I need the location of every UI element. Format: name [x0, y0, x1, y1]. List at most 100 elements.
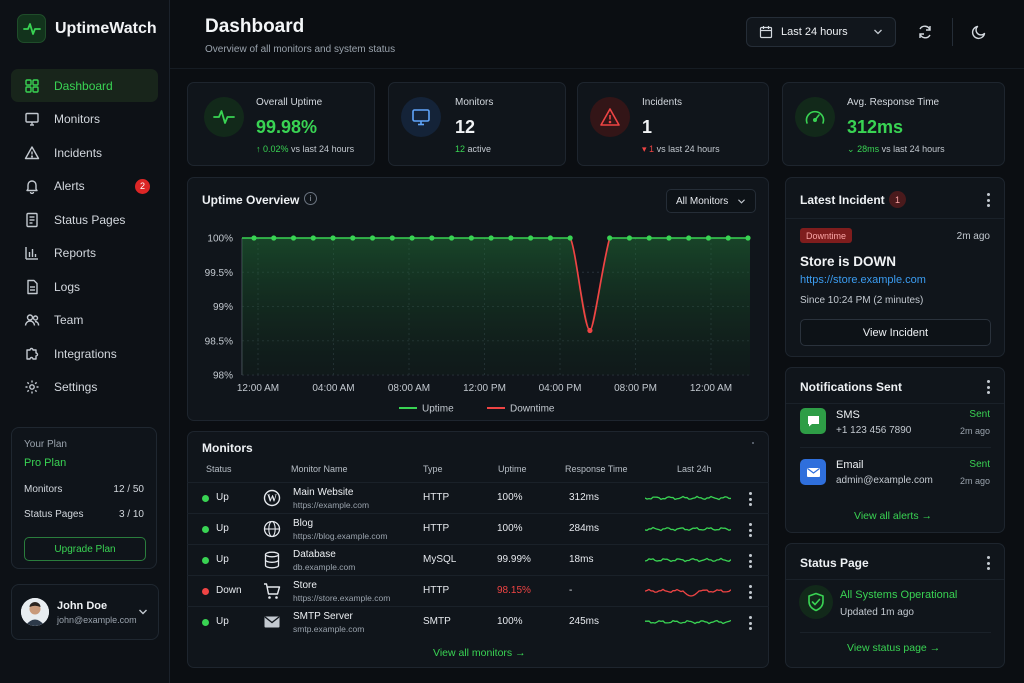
more-options-icon[interactable] — [986, 556, 990, 570]
row-more-options-icon[interactable] — [748, 523, 752, 537]
y-tick-label: 99% — [213, 302, 233, 313]
sidebar-item-team[interactable]: Team — [11, 304, 158, 337]
warning-icon — [590, 97, 630, 137]
sidebar-item-logs[interactable]: Logs — [11, 270, 158, 303]
upgrade-plan-button[interactable]: Upgrade Plan — [24, 537, 146, 561]
monitor-response: 18ms — [569, 554, 594, 565]
chevron-down-icon — [874, 29, 882, 35]
monitor-url: https://blog.example.com — [293, 531, 388, 541]
uptime-point — [330, 235, 336, 241]
status-text: Down — [216, 585, 242, 596]
sidebar-item-alerts[interactable]: Alerts 2 — [11, 170, 158, 203]
stat-delta: ▾ 1 vs last 24 hours — [642, 144, 720, 155]
column-header-last24h: Last 24h — [677, 464, 712, 474]
more-options-icon[interactable] — [986, 380, 990, 394]
uptime-point — [290, 235, 297, 241]
incident-since: Since 10:24 PM (2 minutes) — [800, 295, 924, 306]
card-title: Notifications Sent — [800, 380, 903, 394]
latest-incident-card: Latest Incident 1 2m ago Store is DOWN h… — [785, 177, 1005, 357]
plan-heading: Your Plan — [24, 439, 67, 450]
more-options-icon[interactable] — [986, 193, 990, 207]
uptime-overview-card: Uptime Overview i All Monitors 100% 99.5%… — [187, 177, 769, 421]
sidebar-item-incidents[interactable]: Incidents — [11, 136, 158, 169]
svg-text:W: W — [267, 494, 277, 505]
brand[interactable]: UptimeWatch — [17, 14, 157, 43]
view-all-monitors-link[interactable]: View all monitors → — [433, 647, 526, 659]
refresh-button[interactable] — [910, 17, 940, 47]
monitor-type: HTTP — [423, 585, 450, 596]
sidebar-item-dashboard[interactable]: Dashboard — [11, 69, 158, 102]
incident-url-link[interactable]: https://store.example.com — [800, 274, 926, 286]
alerts-count-badge: 2 — [135, 178, 150, 194]
pulse-icon — [204, 97, 244, 137]
downtime-point — [587, 327, 593, 334]
theme-toggle-button[interactable] — [964, 17, 994, 47]
row-more-options-icon[interactable] — [748, 616, 752, 630]
column-header-type: Type — [423, 464, 443, 474]
monitor-filter-select[interactable]: All Monitors — [666, 189, 756, 213]
database-icon — [264, 551, 280, 569]
incidents-card[interactable]: Incidents 1 ▾ 1 vs last 24 hours — [577, 82, 769, 166]
sidebar-item-settings[interactable]: Settings — [11, 371, 158, 404]
status-dot — [202, 526, 209, 533]
stat-value: 312ms — [847, 117, 904, 137]
globe-icon — [263, 520, 281, 538]
x-tick-label: 08:00 PM — [614, 383, 657, 394]
sidebar-item-label: Integrations — [54, 346, 117, 361]
overall-uptime-card[interactable]: Overall Uptime 99.98% ↑ 0.02% vs last 24… — [187, 82, 375, 166]
app-name: UptimeWatch — [55, 19, 157, 37]
warning-icon — [24, 145, 40, 159]
table-row[interactable]: Up SMTP Server smtp.example.com SMTP 100% 245… — [187, 606, 769, 637]
more-dot-icon[interactable] — [752, 442, 754, 444]
sidebar-item-monitors[interactable]: Monitors — [11, 103, 158, 136]
sidebar-item-reports[interactable]: Reports — [11, 237, 158, 270]
sidebar-item-status-pages[interactable]: Status Pages — [11, 203, 158, 236]
monitor-name-cell: SMTP Server smtp.example.com — [293, 611, 364, 634]
monitor-icon — [25, 112, 39, 126]
table-row[interactable]: Down Store https://store.example.com HTTP 98… — [187, 575, 769, 606]
plan-monitors-label: Monitors — [24, 484, 63, 495]
stat-value: 12 — [455, 117, 476, 137]
file-icon — [27, 279, 38, 294]
table-row[interactable]: Up Database db.example.com MySQL 99.99% 18ms — [187, 544, 769, 575]
uptime-point — [745, 235, 751, 241]
bar-chart-icon — [25, 247, 38, 260]
user-menu[interactable]: John Doe john@example.com — [11, 584, 159, 640]
header-divider-line — [170, 68, 1024, 69]
stat-delta-suffix: vs last 24 hours — [654, 144, 720, 154]
uptime-area — [242, 238, 750, 375]
row-more-options-icon[interactable] — [748, 585, 752, 599]
chevron-down-icon — [139, 609, 147, 615]
mail-icon — [800, 459, 826, 485]
y-tick-label: 99.5% — [205, 268, 233, 279]
sidebar-item-integrations[interactable]: Integrations — [11, 337, 158, 370]
sparkline — [645, 619, 731, 625]
row-more-options-icon[interactable] — [748, 492, 752, 506]
incident-count-badge: 1 — [889, 191, 906, 208]
view-incident-button[interactable]: View Incident — [800, 319, 991, 346]
response-time-card[interactable]: Avg. Response Time 312ms ⌄ 28ms vs last … — [782, 82, 1005, 166]
time-range-select[interactable]: Last 24 hours — [746, 17, 896, 47]
table-row[interactable]: Up Blog https://blog.example.com HTTP 100% 28… — [187, 513, 769, 544]
uptime-point — [508, 235, 514, 241]
incident-time: 2m ago — [956, 231, 990, 242]
gauge-icon — [795, 97, 835, 137]
view-all-alerts-link[interactable]: View all alerts → — [854, 510, 933, 522]
table-row[interactable]: Up W Main Website https://example.com HTTP 10… — [187, 482, 769, 513]
stat-label: Avg. Response Time — [847, 97, 940, 108]
x-tick-label: 12:00 PM — [463, 383, 506, 394]
plan-status-pages-value: 3 / 10 — [118, 509, 144, 520]
plan-name: Pro Plan — [24, 457, 67, 469]
column-header-name: Monitor Name — [291, 464, 348, 474]
monitors-card[interactable]: Monitors 12 12 active — [388, 82, 566, 166]
card-title: Uptime Overview — [202, 193, 300, 207]
row-more-options-icon[interactable] — [748, 554, 752, 568]
sparkline — [645, 588, 731, 597]
view-status-page-link[interactable]: View status page → — [847, 642, 941, 654]
plan-monitors-row: Monitors 12 / 50 — [24, 484, 144, 495]
monitor-url: https://store.example.com — [293, 593, 391, 603]
document-icon — [26, 212, 38, 227]
card-title: Monitors — [202, 441, 253, 455]
avatar — [21, 598, 49, 626]
info-icon[interactable]: i — [304, 192, 317, 205]
